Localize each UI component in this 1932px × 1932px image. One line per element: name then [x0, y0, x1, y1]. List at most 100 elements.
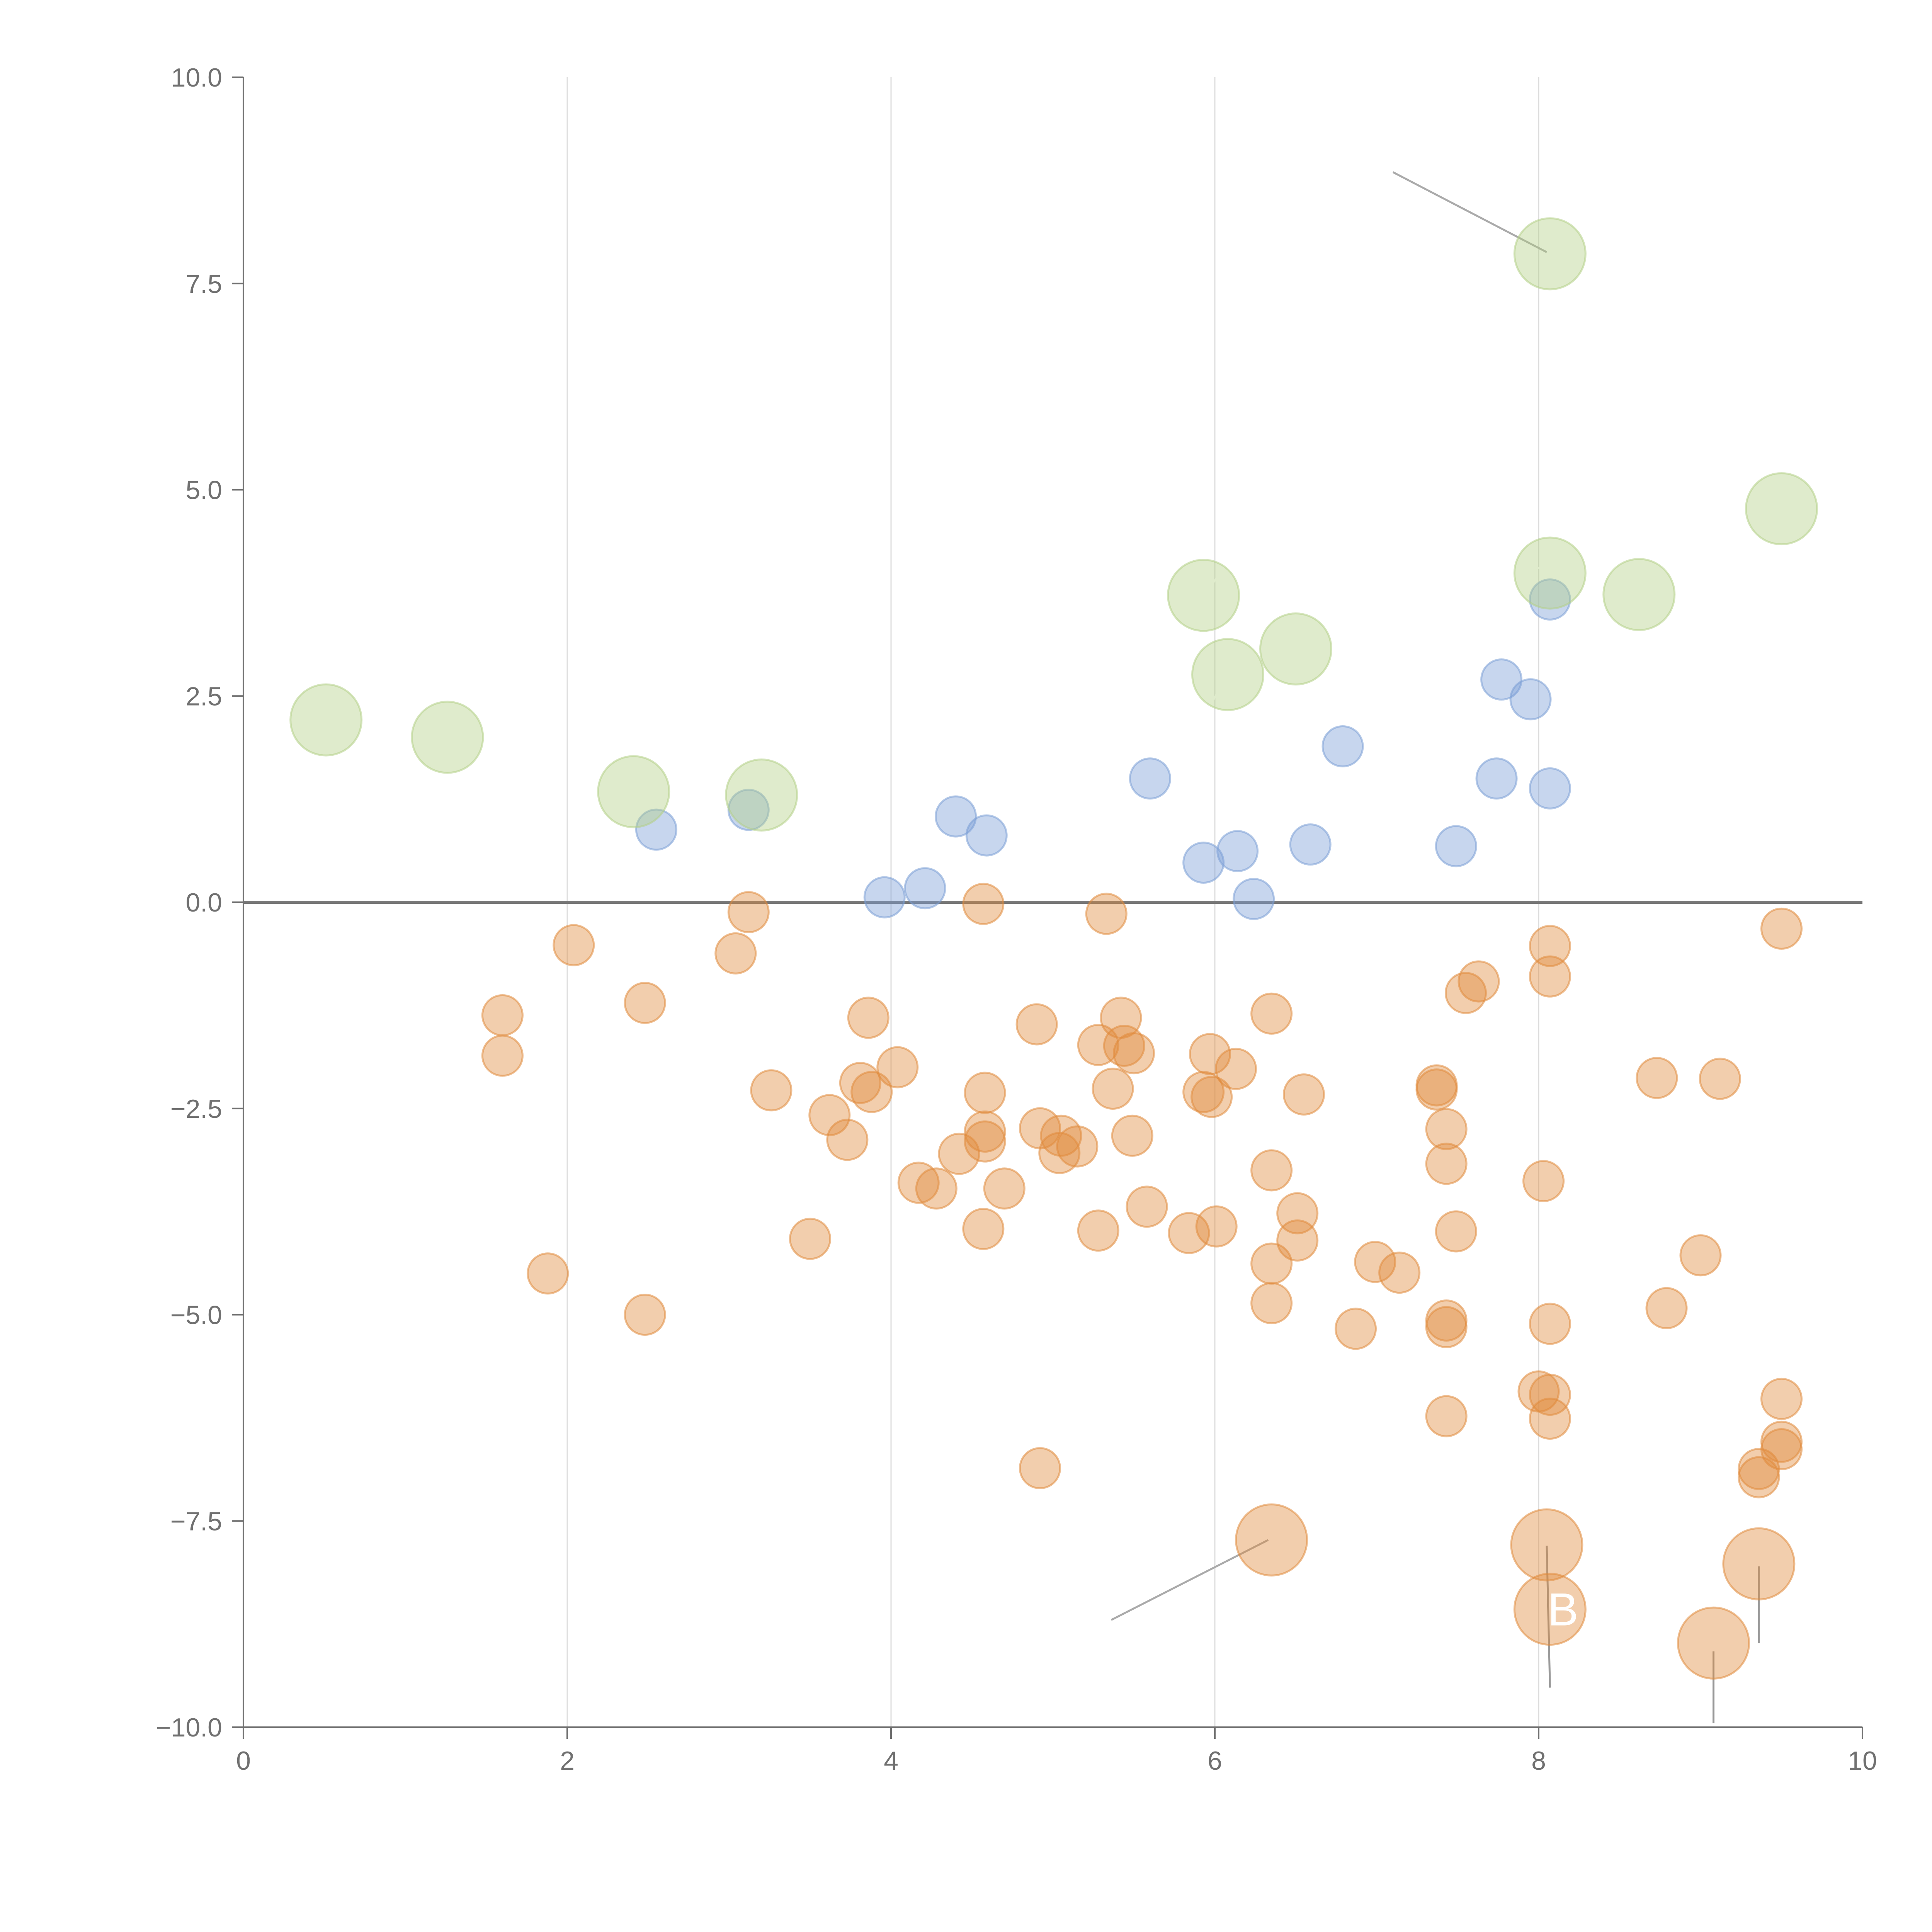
annotation-leader-line — [1111, 1539, 1269, 1621]
data-point-positive — [1321, 725, 1364, 767]
annotation-label: B — [1548, 1584, 1578, 1636]
data-point-highlighted-positive — [597, 755, 670, 828]
annotation-leaders — [325, 171, 1782, 1723]
data-point-negative — [1529, 955, 1571, 998]
data-point-negative — [964, 1120, 1006, 1163]
data-point-highlighted-negative — [1513, 1573, 1587, 1646]
data-point-positive — [1475, 757, 1518, 800]
data-point-negative — [983, 1167, 1026, 1210]
data-point-highlighted-negative — [1510, 1508, 1583, 1582]
data-point-negative — [1085, 893, 1128, 935]
annotation-leader-line — [1639, 588, 1678, 596]
data-point-highlighted-positive — [411, 701, 484, 774]
data-point-negative — [808, 1094, 851, 1136]
y-tick-label: −10.0 — [156, 1713, 222, 1742]
data-point-negative — [1636, 1057, 1678, 1099]
data-point-highlighted-positive — [1513, 536, 1587, 610]
data-point-negative — [527, 1252, 569, 1295]
data-point-negative — [1425, 1108, 1468, 1150]
data-point-positive — [1182, 842, 1225, 884]
data-point-highlighted-negative — [1235, 1503, 1308, 1577]
data-point-positive — [863, 876, 906, 918]
data-point-highlighted-positive — [1167, 559, 1240, 632]
data-point-negative — [1113, 1032, 1155, 1075]
y-tick-label: 10.0 — [171, 63, 222, 92]
data-point-negative — [1738, 1456, 1780, 1498]
data-point-highlighted-negative — [1677, 1606, 1750, 1680]
data-point-negative — [727, 891, 770, 934]
data-point-negative — [1111, 1114, 1153, 1157]
x-tick-label: 10 — [1848, 1746, 1877, 1776]
data-point-negative — [850, 1071, 893, 1113]
data-point-highlighted-positive — [1513, 217, 1587, 291]
x-tick-label: 4 — [884, 1746, 898, 1776]
data-point-negative — [1435, 1210, 1477, 1253]
data-point-negative — [624, 981, 666, 1024]
data-point-highlighted-positive — [289, 683, 363, 757]
data-point-negative — [1126, 1185, 1168, 1228]
data-point-negative — [1645, 1287, 1688, 1329]
data-point-positive — [1509, 678, 1552, 721]
data-point-negative — [1522, 1160, 1565, 1202]
data-point-negative — [847, 997, 889, 1039]
y-tick-label: 0.0 — [185, 888, 222, 917]
data-point-negative — [1529, 925, 1571, 967]
data-point-highlighted-positive — [1602, 558, 1676, 631]
data-points — [289, 217, 1818, 1680]
annotation-leader-line — [1392, 171, 1548, 253]
data-point-negative — [1529, 1303, 1571, 1345]
data-point-positive — [1529, 767, 1571, 810]
y-tick-label: −5.0 — [170, 1301, 222, 1330]
data-point-negative — [481, 1034, 524, 1077]
data-point-negative — [1195, 1205, 1238, 1248]
x-tick-label: 0 — [236, 1746, 251, 1776]
data-point-negative — [1282, 1073, 1325, 1116]
data-point-negative — [1425, 1306, 1468, 1349]
x-tick-label: 8 — [1531, 1746, 1546, 1776]
data-point-negative — [1056, 1125, 1099, 1168]
data-point-negative — [962, 1208, 1005, 1250]
data-point-negative — [750, 1069, 793, 1112]
data-point-positive — [935, 795, 977, 838]
annotation-leader-line — [1525, 561, 1551, 574]
data-point-highlighted-positive — [725, 758, 798, 832]
data-point-negative — [915, 1167, 957, 1210]
data-point-positive — [1216, 830, 1259, 872]
data-point-negative — [962, 883, 1005, 925]
data-point-negative — [1250, 1282, 1293, 1325]
data-point-negative — [714, 932, 757, 975]
data-point-negative — [1458, 960, 1500, 1003]
data-point-highlighted-positive — [1191, 638, 1265, 711]
y-tick-label: 7.5 — [185, 269, 222, 299]
data-point-negative — [1529, 1398, 1571, 1440]
annotation-leader-line — [1776, 477, 1782, 509]
data-point-negative — [1092, 1068, 1134, 1110]
data-point-positive — [635, 808, 677, 851]
annotation-leader-line — [1295, 648, 1332, 664]
data-point-positive — [904, 867, 946, 910]
data-point-negative — [1354, 1241, 1396, 1283]
data-point-negative — [1529, 1374, 1571, 1416]
data-point-negative — [481, 994, 524, 1036]
data-point-negative — [624, 1294, 666, 1336]
y-tick-label: −2.5 — [170, 1094, 222, 1124]
data-point-negative — [1699, 1058, 1741, 1100]
x-tick-label: 2 — [560, 1746, 575, 1776]
data-point-negative — [1189, 1033, 1231, 1075]
data-point-negative — [1760, 907, 1803, 950]
data-point-highlighted-positive — [1259, 612, 1332, 686]
data-point-negative — [1378, 1252, 1421, 1294]
data-point-highlighted-positive — [1745, 472, 1818, 546]
data-point-negative — [1168, 1212, 1210, 1254]
annotation-leader-line — [1546, 1546, 1551, 1688]
data-point-negative — [553, 924, 595, 966]
data-point-negative — [1444, 972, 1487, 1014]
data-point-negative — [1019, 1447, 1061, 1490]
data-point-negative — [1335, 1308, 1377, 1350]
y-tick-label: 5.0 — [185, 476, 222, 505]
data-point-negative — [1077, 1209, 1119, 1252]
data-point-negative — [1250, 1149, 1293, 1192]
annotation-leader-line — [1212, 674, 1229, 701]
data-point-negative — [1182, 1071, 1225, 1113]
data-point-negative — [826, 1119, 869, 1161]
